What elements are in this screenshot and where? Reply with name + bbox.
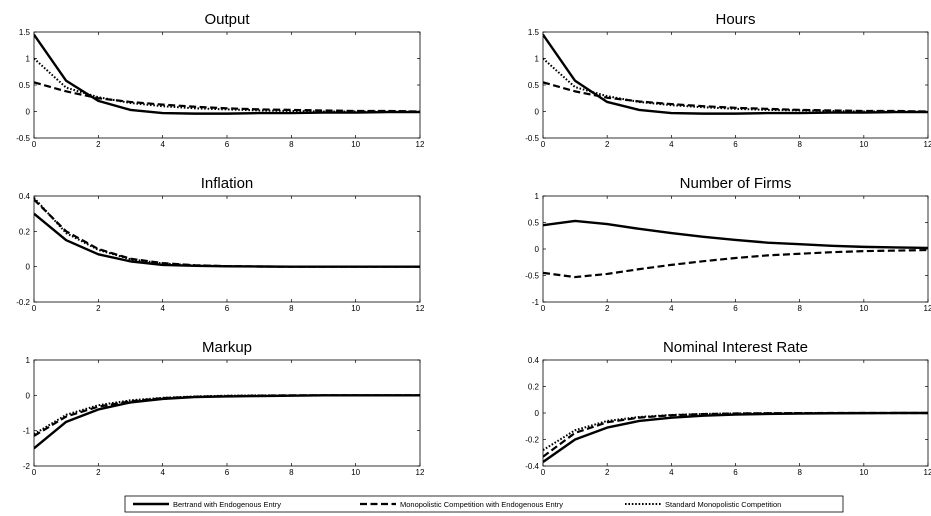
x-tick-label: 4 (160, 304, 165, 313)
y-tick-label: -1 (532, 298, 540, 307)
x-tick-label: 8 (289, 304, 294, 313)
series-line-dotted (34, 197, 420, 268)
panel-title-nominal-interest-rate: Nominal Interest Rate (663, 339, 808, 356)
y-tick-label: -1 (23, 427, 31, 436)
y-tick-label: -0.5 (16, 134, 30, 143)
x-tick-label: 0 (541, 468, 546, 477)
y-tick-label: 0.5 (528, 219, 540, 228)
panel-number-of-firms: Number of Firms 0 2 4 6 8 10 12 -1 -0.5 0 0.5 1 (525, 175, 931, 313)
legend-box (124, 495, 844, 513)
x-tick-label: 6 (225, 304, 230, 313)
y-tick-label: 0 (26, 391, 31, 400)
x-tick-label: 6 (225, 140, 230, 149)
y-tick-label: 1.5 (19, 28, 31, 37)
panel-markup: Markup 0 2 4 6 8 10 12 -2 -1 0 1 (23, 339, 425, 477)
series-line-dashed (34, 81, 420, 113)
x-tick-label: 6 (733, 468, 738, 477)
y-tick-label: -0.5 (525, 134, 539, 143)
x-tick-label: 0 (32, 304, 37, 313)
series-line-solid (543, 33, 928, 115)
y-tick-label: 1 (535, 192, 540, 201)
x-tick-label: 4 (160, 468, 165, 477)
x-tick-label: 10 (351, 140, 360, 149)
series-line-solid (34, 33, 420, 115)
panel-title-inflation: Inflation (201, 175, 254, 192)
y-tick-label: 0.5 (19, 81, 31, 90)
y-tick-label: 0.2 (19, 227, 31, 236)
y-tick-label: 0.4 (528, 356, 540, 365)
x-tick-label: 12 (416, 468, 425, 477)
y-tick-label: 0 (26, 108, 31, 117)
x-tick-label: 2 (605, 468, 610, 477)
x-tick-label: 8 (797, 304, 802, 313)
legend-label-solid: Bertrand with Endogenous Entry (173, 500, 281, 509)
x-tick-label: 6 (733, 304, 738, 313)
x-tick-label: 8 (797, 468, 802, 477)
x-tick-label: 4 (669, 140, 674, 149)
y-tick-label: 0.4 (19, 192, 31, 201)
series-line-dashed (34, 394, 420, 437)
x-tick-label: 0 (541, 304, 546, 313)
panel-title-hours: Hours (715, 11, 755, 28)
x-tick-label: 12 (924, 304, 931, 313)
y-tick-label: -0.2 (16, 298, 30, 307)
y-tick-label: 0 (26, 263, 31, 272)
legend-label-dotted: Standard Monopolistic Competition (665, 500, 781, 509)
panel-title-number-of-firms: Number of Firms (680, 175, 792, 192)
y-tick-label: 1 (26, 356, 31, 365)
y-tick-label: -2 (23, 462, 31, 471)
x-tick-label: 0 (32, 140, 37, 149)
y-tick-label: 1.5 (528, 28, 540, 37)
y-tick-label: 1 (26, 55, 31, 64)
x-tick-label: 6 (225, 468, 230, 477)
x-tick-label: 12 (924, 468, 931, 477)
y-tick-label: -0.5 (525, 272, 539, 281)
x-tick-label: 10 (859, 140, 868, 149)
x-tick-label: 8 (289, 468, 294, 477)
legend: Bertrand with Endogenous Entry Monopolist… (124, 495, 844, 513)
y-tick-label: 1 (535, 55, 540, 64)
x-tick-label: 12 (416, 304, 425, 313)
x-tick-label: 2 (96, 140, 101, 149)
y-tick-label: 0.5 (528, 81, 540, 90)
y-tick-label: 0 (535, 245, 540, 254)
x-tick-label: 2 (605, 304, 610, 313)
panel-nominal-interest-rate: Nominal Interest Rate 0 2 4 6 8 10 12 -0.4 -0.2 0 0… (525, 339, 931, 477)
series-line-dotted (543, 57, 928, 113)
x-tick-label: 4 (669, 468, 674, 477)
series-line-dashed (543, 81, 928, 113)
legend-label-dashed: Monopolistic Competition with Endogenous… (400, 500, 563, 509)
series-line-dashed (543, 248, 928, 279)
x-tick-label: 8 (797, 140, 802, 149)
x-tick-label: 2 (605, 140, 610, 149)
x-tick-label: 10 (351, 468, 360, 477)
x-tick-label: 0 (32, 468, 37, 477)
x-tick-label: 8 (289, 140, 294, 149)
x-tick-label: 12 (924, 140, 931, 149)
y-tick-label: 0 (535, 108, 540, 117)
x-tick-label: 6 (733, 140, 738, 149)
x-tick-label: 10 (351, 304, 360, 313)
y-tick-label: 0 (535, 409, 540, 418)
x-tick-label: 10 (859, 304, 868, 313)
panel-title-output: Output (204, 11, 250, 28)
y-tick-label: 0.2 (528, 383, 540, 392)
series-line-dashed (543, 411, 928, 458)
x-tick-label: 4 (160, 140, 165, 149)
panel-title-markup: Markup (202, 339, 252, 356)
x-tick-label: 0 (541, 140, 546, 149)
y-tick-label: -0.4 (525, 462, 539, 471)
x-tick-label: 2 (96, 468, 101, 477)
x-tick-label: 12 (416, 140, 425, 149)
y-tick-label: -0.2 (525, 436, 539, 445)
x-tick-label: 10 (859, 468, 868, 477)
series-line-solid (543, 219, 928, 250)
x-tick-label: 4 (669, 304, 674, 313)
x-tick-label: 2 (96, 304, 101, 313)
